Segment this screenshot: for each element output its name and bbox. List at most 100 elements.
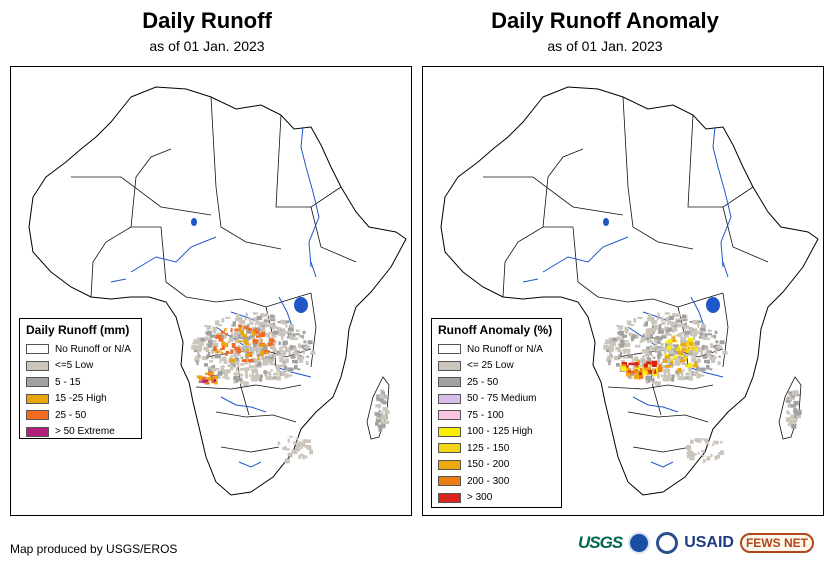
anomaly-patch — [793, 409, 796, 414]
anomaly-patch — [623, 350, 626, 355]
anomaly-patch — [656, 317, 659, 321]
runoff-patch — [279, 331, 282, 336]
anomaly-patch — [668, 315, 674, 320]
country-border — [687, 114, 723, 208]
anomaly-patch — [691, 353, 696, 357]
runoff-patch — [212, 326, 217, 332]
left-map[interactable] — [10, 66, 412, 516]
right-map-title: Daily Runoff Anomaly — [491, 8, 719, 33]
runoff-patch — [267, 376, 274, 381]
anomaly-patch — [657, 312, 660, 318]
runoff-patch — [203, 346, 209, 351]
runoff-patch — [236, 314, 240, 318]
left-legend-item: No Runoff or N/A — [26, 341, 135, 358]
anomaly-patch-high — [667, 345, 671, 351]
runoff-patch-high — [224, 328, 227, 331]
runoff-patch — [230, 365, 234, 371]
left-map-title: Daily Runoff — [142, 8, 272, 33]
anomaly-patch — [717, 345, 723, 350]
anomaly-patch — [684, 327, 688, 330]
anomaly-patch — [630, 374, 633, 379]
anomaly-patch — [662, 347, 668, 351]
anomaly-patch-high — [682, 342, 687, 347]
anomaly-patch — [671, 336, 674, 341]
runoff-patch — [298, 441, 302, 446]
runoff-patch-high — [215, 350, 221, 353]
runoff-patch-high — [259, 339, 263, 342]
runoff-patch — [250, 377, 256, 382]
anomaly-patch — [716, 454, 720, 459]
legend-swatch — [438, 443, 461, 454]
noaa-logo[interactable] — [628, 532, 651, 554]
anomaly-patch — [639, 340, 643, 344]
runoff-patch — [237, 378, 243, 382]
anomaly-patch-high — [620, 364, 626, 368]
anomaly-patch — [702, 455, 705, 458]
runoff-patch — [266, 332, 271, 338]
anomaly-patch — [645, 375, 651, 380]
runoff-patch — [218, 374, 221, 379]
anomaly-patch-high — [664, 365, 671, 368]
runoff-patch — [285, 359, 288, 363]
runoff-patch — [191, 345, 197, 350]
runoff-patch — [221, 356, 226, 362]
runoff-patch — [237, 333, 241, 338]
runoff-patch — [268, 373, 272, 378]
runoff-patch — [272, 342, 276, 345]
runoff-patch — [249, 328, 254, 331]
runoff-patch — [295, 337, 298, 340]
anomaly-patch — [711, 443, 714, 446]
runoff-patch — [200, 337, 206, 342]
anomaly-patch — [619, 351, 623, 356]
anomaly-patch — [666, 366, 669, 370]
runoff-patch — [292, 347, 297, 351]
runoff-patch — [287, 438, 290, 443]
anomaly-patch — [707, 329, 712, 333]
anomaly-patch — [690, 369, 693, 373]
anomaly-patch-high — [678, 345, 682, 349]
anomaly-patch — [632, 334, 637, 339]
runoff-patch — [277, 327, 281, 332]
runoff-patch — [221, 369, 227, 375]
runoff-patch — [235, 379, 239, 383]
country-border — [632, 446, 692, 453]
runoff-patch — [235, 367, 238, 372]
anomaly-patch-high — [686, 342, 689, 347]
runoff-patch — [223, 372, 229, 377]
runoff-patch — [278, 341, 281, 346]
anomaly-patch — [702, 337, 708, 341]
anomaly-patch — [637, 316, 643, 319]
runoff-patch-high — [204, 382, 210, 385]
runoff-patch — [244, 360, 248, 365]
runoff-patch — [302, 349, 306, 354]
anomaly-patch — [672, 313, 678, 317]
anomaly-patch — [630, 336, 634, 342]
runoff-patch — [278, 369, 281, 373]
anomaly-patch — [634, 344, 641, 348]
runoff-patch — [204, 363, 208, 367]
runoff-patch — [206, 326, 210, 330]
anomaly-patch — [655, 324, 659, 330]
runoff-patch — [263, 370, 267, 374]
runoff-patch — [276, 354, 281, 357]
runoff-patch — [257, 349, 263, 354]
runoff-patch — [248, 335, 254, 338]
runoff-patch — [380, 389, 384, 392]
runoff-patch — [302, 344, 308, 347]
runoff-patch — [257, 354, 263, 357]
anomaly-patch — [684, 333, 689, 338]
anomaly-patch — [694, 453, 697, 456]
anomaly-patch — [606, 340, 612, 345]
usgs-logo[interactable]: USGS — [578, 533, 623, 552]
fews-net-logo[interactable]: FEWS NET — [739, 533, 814, 553]
anomaly-patch — [686, 451, 689, 454]
anomaly-patch-high — [679, 359, 685, 363]
anomaly-patch — [692, 332, 697, 337]
anomaly-patch-high — [635, 364, 639, 368]
runoff-patch-high — [209, 376, 212, 381]
usaid-logo[interactable]: USAID — [684, 534, 734, 551]
anomaly-patch-high — [693, 362, 698, 368]
anomaly-patch — [706, 365, 710, 370]
runoff-patch — [211, 344, 214, 348]
anomaly-patch — [661, 321, 666, 325]
